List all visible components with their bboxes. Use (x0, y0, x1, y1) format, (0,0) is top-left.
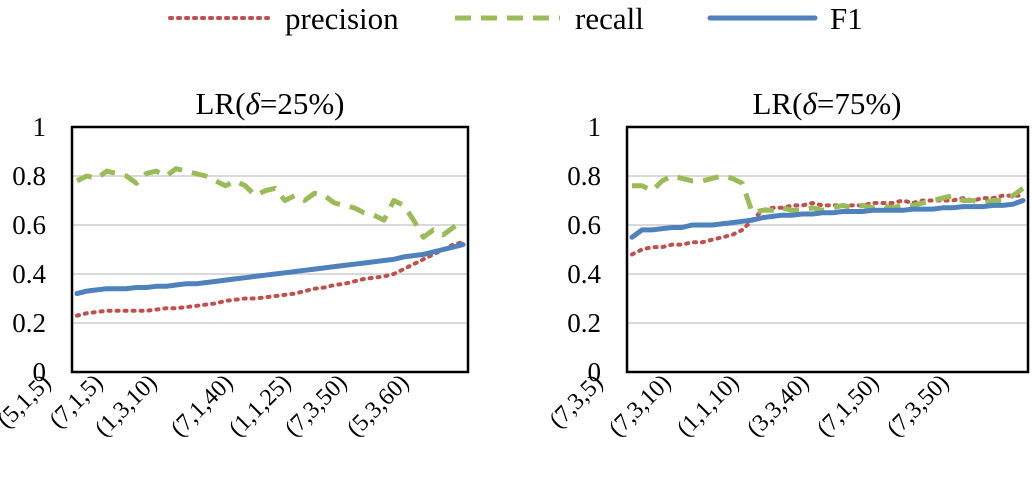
series-line-precision (75, 240, 466, 318)
y-tick-label: 1 (588, 112, 602, 142)
y-tick-label: 0.4 (567, 259, 601, 289)
series-line-precision (630, 193, 1025, 257)
y-tick-label: 0 (588, 357, 602, 387)
y-tick-label: 0.2 (567, 308, 601, 338)
y-tick-label: 0.8 (12, 161, 46, 191)
y-tick-label: 0 (33, 357, 47, 387)
chart-title-delta: δ (245, 86, 260, 121)
chart-panels: LR(δ=25%)00.20.40.60.81(5,1,5)(7,1,5)(1,… (0, 86, 1030, 442)
y-tick-label: 1 (33, 112, 47, 142)
x-tick-label: (7,3,50) (882, 370, 954, 442)
x-tick-label: (3,3,40) (742, 370, 814, 442)
x-tick-label: (1,1,10) (672, 370, 744, 442)
legend-item-precision: precision (168, 1, 399, 36)
x-tick-label: (1,3,10) (90, 370, 162, 442)
chart-title: LR(δ=25%) (196, 86, 345, 121)
legend-item-recall: recall (455, 1, 644, 36)
x-tick-label: (7,3,50) (280, 370, 352, 442)
legend-label: precision (285, 1, 399, 36)
y-tick-label: 0.2 (12, 308, 46, 338)
legend-item-f1: F1 (707, 1, 863, 36)
x-tick-label: (7,3,5) (545, 370, 609, 434)
legend-label: recall (575, 1, 644, 36)
y-tick-label: 0.8 (567, 161, 601, 191)
chart-title: LR(δ=75%) (753, 86, 902, 121)
y-tick-label: 0.6 (12, 210, 46, 240)
legend: precision recall F1 (168, 1, 863, 36)
legend-label: F1 (830, 1, 863, 36)
chart-panel-2: LR(δ=75%) 0 0.2 0.4 0.6 0.8 1 (7,3,5)(7,3,10)(1… (545, 86, 1030, 442)
series-line-recall (75, 166, 465, 240)
chart-title-delta: δ (802, 86, 817, 121)
x-tick-label: (5,1,5) (0, 370, 56, 434)
chart-title-suffix: =25%) (260, 86, 345, 121)
chart-title-prefix: LR( (196, 86, 246, 121)
series-line-f1 (629, 198, 1026, 240)
y-tick-label: 0.6 (567, 210, 601, 240)
chart-panel-1: LR(δ=25%)00.20.40.60.81(5,1,5)(7,1,5)(1,… (0, 86, 470, 442)
chart-title-prefix: LR( (753, 86, 803, 121)
y-tick-label: 0.4 (12, 259, 46, 289)
series-line-f1 (74, 242, 466, 297)
plot-frame (625, 125, 1030, 374)
x-tick-label: (7,1,40) (166, 370, 238, 442)
plot-frame (70, 125, 470, 374)
chart-title-suffix: =75%) (817, 86, 902, 121)
x-tick-label: (1,1,25) (224, 370, 296, 442)
x-tick-label: (5,3,60) (342, 370, 414, 442)
x-tick-label: (7,3,10) (604, 370, 676, 442)
x-tick-label: (7,1,50) (812, 370, 884, 442)
